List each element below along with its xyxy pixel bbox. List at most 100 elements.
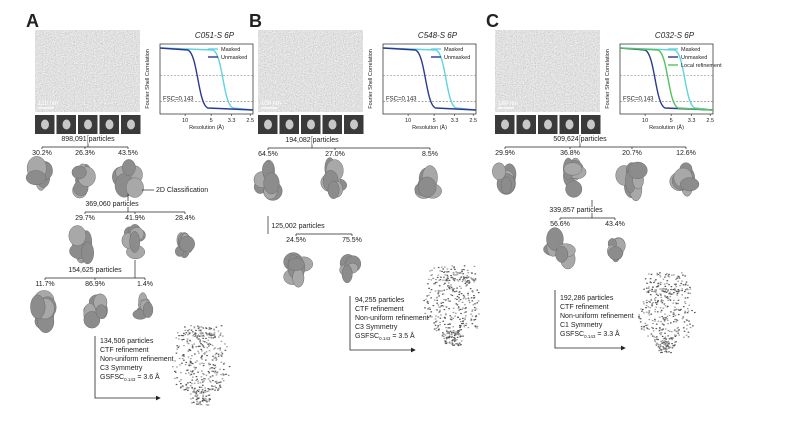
density-lobe <box>292 268 305 288</box>
model-atom <box>436 309 438 311</box>
model-atom <box>205 404 208 406</box>
model-atom <box>664 344 667 346</box>
model-atom <box>450 331 453 333</box>
model-atom <box>445 314 447 316</box>
model-atom <box>679 309 681 311</box>
model-atom <box>187 350 190 352</box>
model-atom <box>669 299 672 301</box>
model-atom <box>185 332 188 334</box>
model-atom <box>437 291 440 293</box>
particle-count: 339,857 particles <box>549 207 603 214</box>
gsfsc-line: GSFSC0.143 = 3.5 Å <box>355 331 415 341</box>
model-atom <box>466 269 469 272</box>
model-atom <box>654 339 656 341</box>
model-atom <box>202 372 204 375</box>
model-atom <box>215 387 217 389</box>
model-atom <box>436 276 439 279</box>
model-atom <box>475 308 478 310</box>
model-atom <box>662 328 665 330</box>
model-atom <box>202 364 205 367</box>
model-atom <box>451 342 454 345</box>
model-atom <box>185 388 188 390</box>
model-atom <box>203 380 205 382</box>
model-atom <box>672 315 675 318</box>
model-atom <box>453 291 456 293</box>
model-atom <box>450 268 453 270</box>
model-atom <box>681 280 683 282</box>
model-atom <box>684 312 686 314</box>
model-atom <box>661 290 663 292</box>
model-atom <box>458 334 460 336</box>
model-atom <box>643 312 645 314</box>
model-atom <box>457 344 460 346</box>
model-atom <box>643 325 645 328</box>
model-atom <box>666 290 669 293</box>
model-atom <box>430 297 432 299</box>
model-atom <box>204 341 206 343</box>
model-atom <box>671 344 674 347</box>
class-percentage: 26.3% <box>75 150 95 157</box>
model-atom <box>664 343 667 345</box>
model-atom <box>670 288 672 291</box>
model-atom <box>448 332 451 334</box>
model-atom <box>657 273 659 276</box>
model-atom <box>211 385 213 387</box>
model-atom <box>681 318 684 320</box>
model-atom <box>204 387 207 389</box>
model-atom <box>172 366 174 368</box>
model-atom <box>474 318 477 321</box>
density-map <box>83 293 108 329</box>
model-atom <box>650 313 653 315</box>
model-atom <box>194 395 197 397</box>
model-atom <box>196 378 198 380</box>
model-atom <box>671 347 674 349</box>
model-atom <box>476 302 478 304</box>
model-atom <box>645 299 648 301</box>
model-atom <box>459 336 461 338</box>
model-atom <box>447 298 450 300</box>
model-atom <box>451 342 454 344</box>
model-atom <box>218 336 220 338</box>
model-atom <box>652 327 654 329</box>
model-atom <box>475 316 477 318</box>
model-atom <box>431 316 433 318</box>
model-atom <box>676 294 678 296</box>
model-atom <box>448 335 451 338</box>
model-atom <box>661 351 663 353</box>
class-percentage: 75.5% <box>342 237 362 244</box>
model-atom <box>438 306 440 308</box>
model-atom <box>668 337 671 340</box>
fsc-legend-label: Local refinement <box>681 63 722 69</box>
model-atom <box>455 290 458 292</box>
model-atom <box>638 317 640 319</box>
model-atom <box>640 326 643 328</box>
process-line: 94,255 particles <box>355 297 405 304</box>
class-percentage: 41.9% <box>125 215 145 222</box>
model-atom <box>467 292 469 294</box>
model-atom <box>189 374 192 376</box>
model-atom <box>461 269 463 271</box>
model-atom <box>663 319 666 321</box>
model-atom <box>196 337 198 339</box>
model-atom <box>666 296 669 298</box>
model-atom <box>463 311 466 314</box>
model-atom <box>661 342 664 344</box>
model-atom <box>180 386 182 388</box>
model-atom <box>682 327 685 329</box>
density-lobe <box>341 264 353 284</box>
model-atom <box>201 389 204 391</box>
model-atom <box>201 335 203 337</box>
model-atom <box>217 355 220 357</box>
model-atom <box>180 372 182 374</box>
model-atom <box>682 274 684 276</box>
model-atom <box>654 318 656 320</box>
model-atom <box>468 301 471 304</box>
model-atom <box>675 302 677 304</box>
fsc-legend-label: Masked <box>681 47 700 53</box>
model-atom <box>210 336 212 338</box>
model-atom <box>218 387 220 389</box>
model-atom <box>206 390 209 393</box>
model-atom <box>655 342 658 344</box>
model-atom <box>446 274 449 276</box>
model-atom <box>449 330 452 332</box>
